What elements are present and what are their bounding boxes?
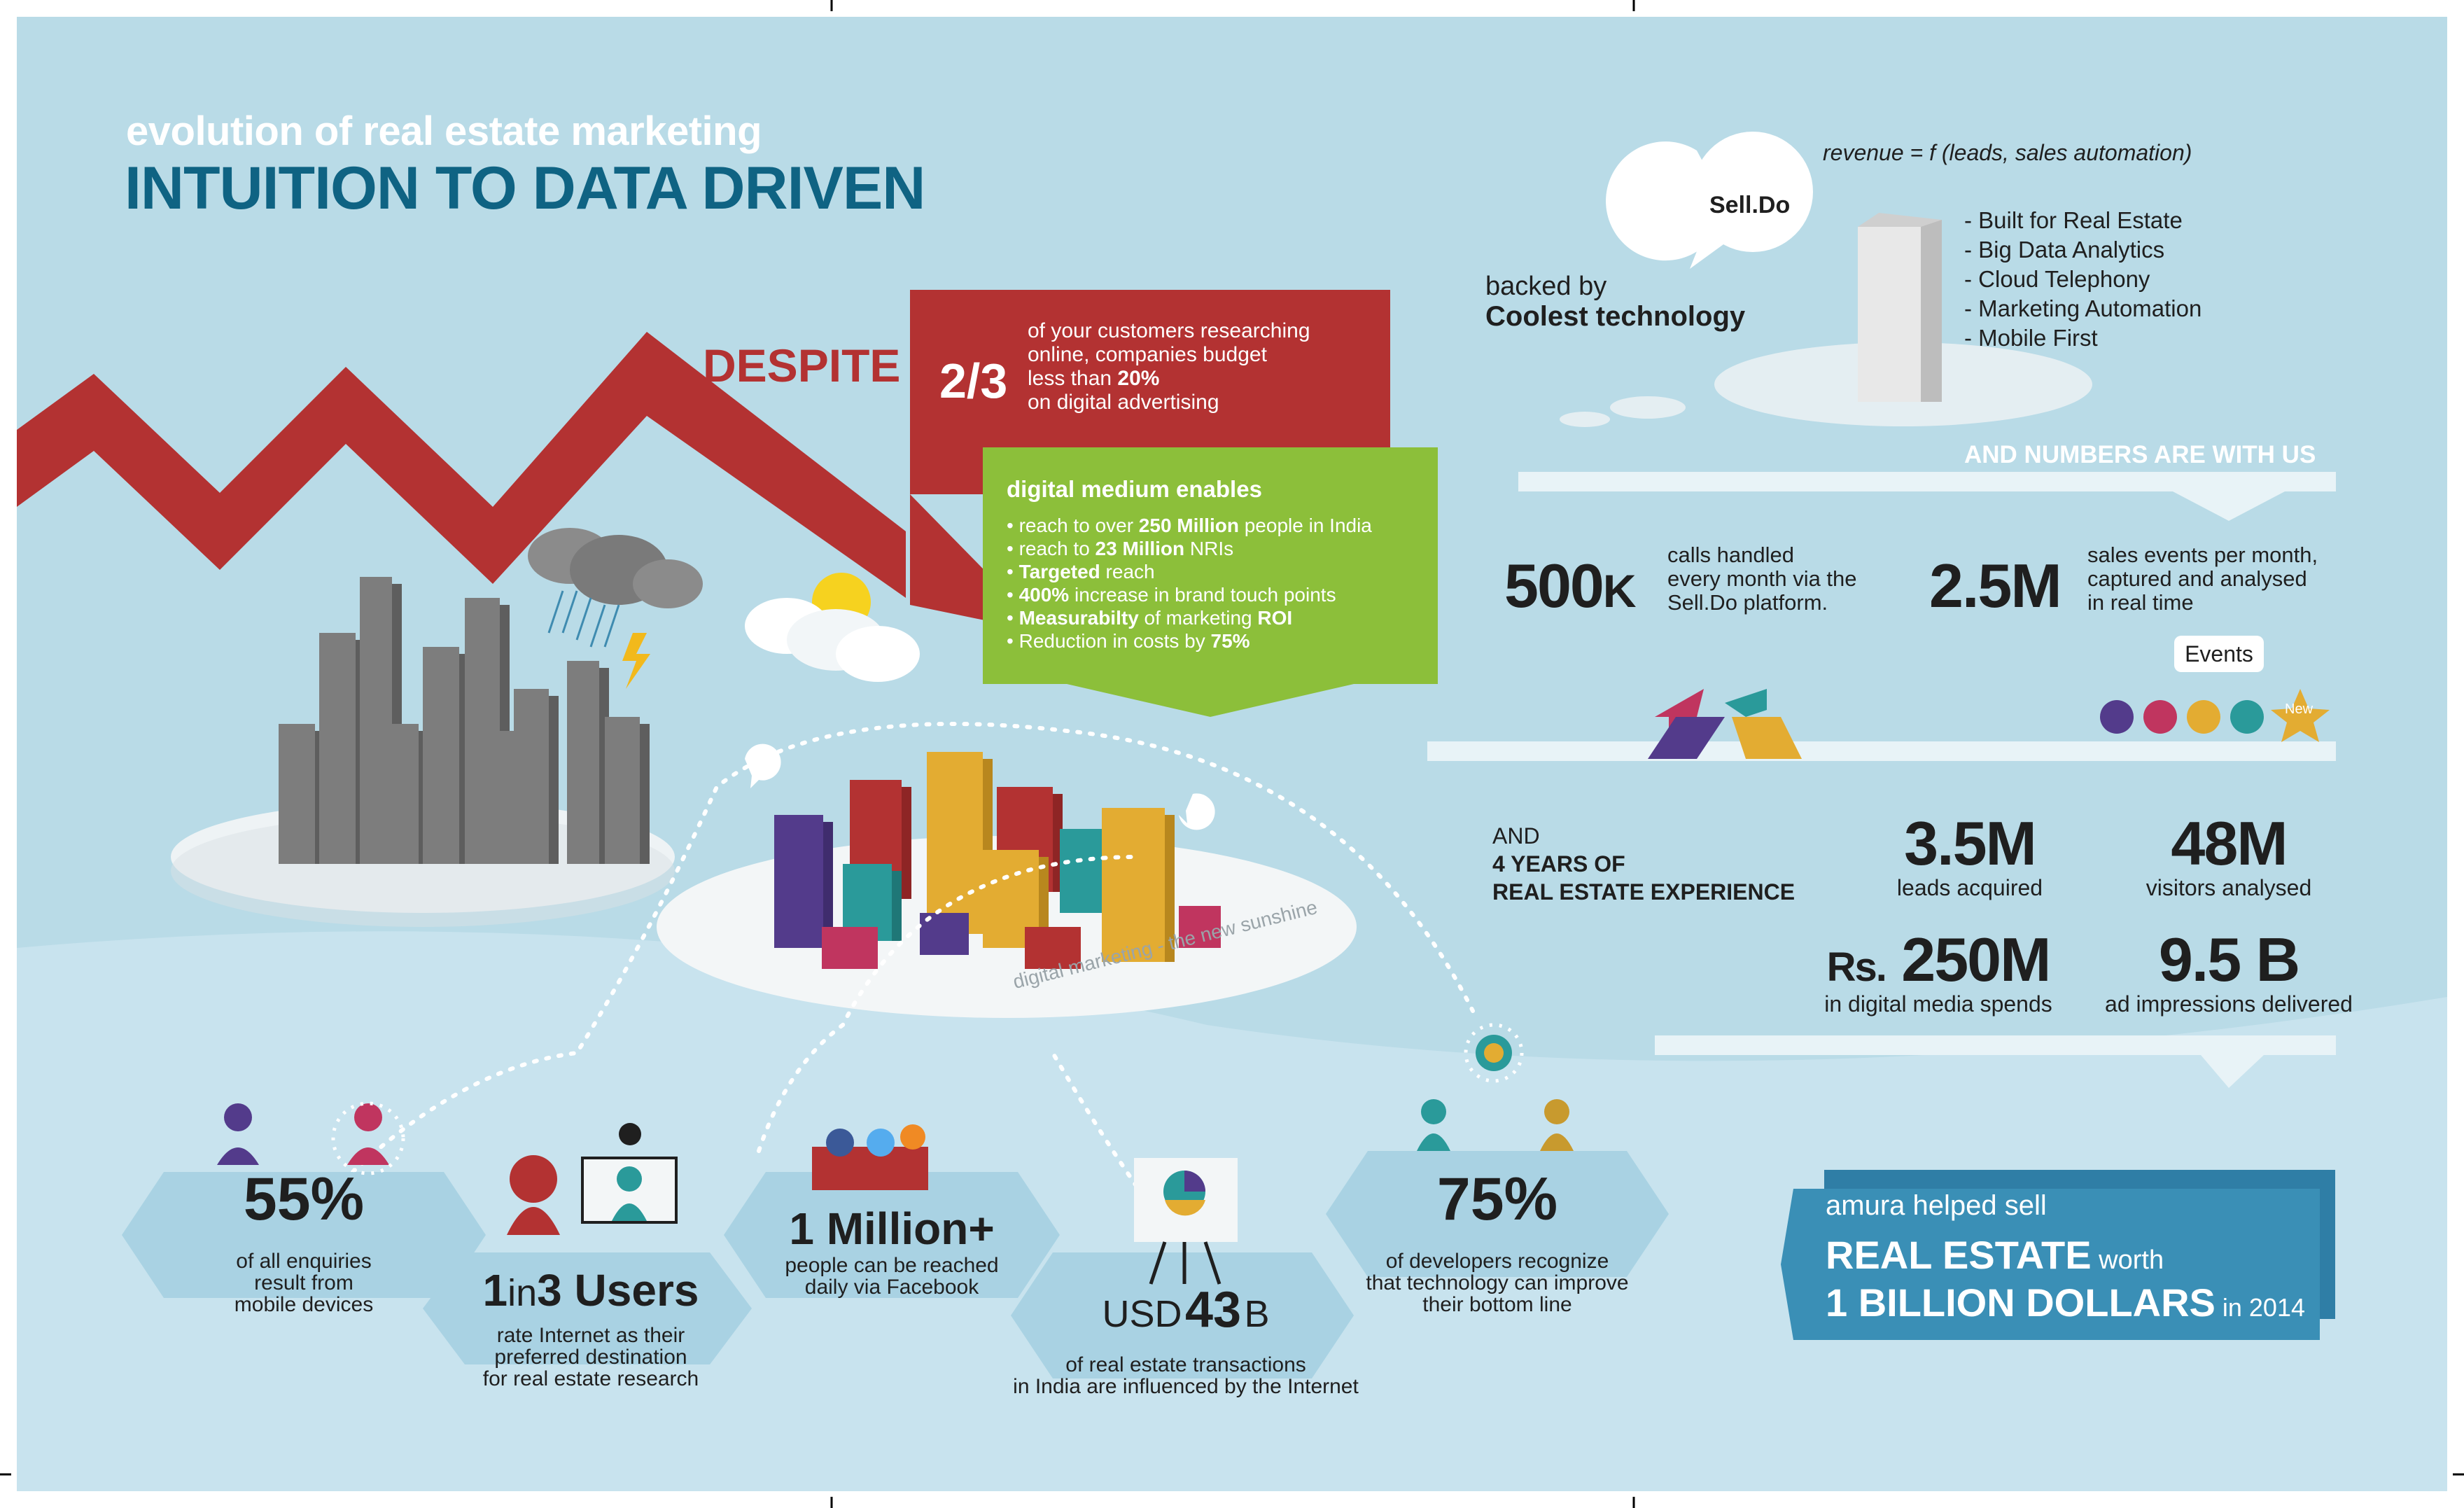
developers-stat: 75% [1436,1166,1558,1233]
events-stat: 2.5M [1929,551,2062,620]
selldo-bubble-label: Sell.Do [1709,192,1791,218]
users-stat: 1in3 Users [482,1265,699,1315]
list-item: Big Data Analytics [1964,235,2202,265]
spends-stat: Rs. 250M [1826,925,2052,994]
facebook-stat: 1 Million+ [789,1203,995,1254]
list-item: reach to over 250 Million people in Indi… [1007,514,1399,537]
impressions-stat: 9.5 B [2158,925,2300,994]
amura-line2: REAL ESTATE worth [1826,1233,2164,1277]
coolest-technology-label: Coolest technology [1485,301,1746,332]
storm-cloud [528,528,703,689]
grey-buildings [279,577,650,864]
digital-medium-title: digital medium enables [1007,476,1262,502]
page-subtitle: evolution of real estate marketing [126,109,762,154]
calls-text: calls handled every month via the Sell.Do … [1667,543,1857,615]
experience-text: AND 4 YEARS OF REAL ESTATE EXPERIENCE [1492,823,1795,905]
events-text: sales events per month, captured and anal… [2087,543,2318,615]
selldo-features: Built for Real Estate Big Data Analytics… [1964,206,2202,353]
facebook-label: people can be reached daily via Facebook [785,1254,999,1299]
users-label: rate Internet as their preferred destinat… [482,1324,699,1390]
list-item: Reduction in costs by 75% [1007,629,1399,652]
list-item: Mobile First [1964,323,2202,353]
amura-line3: 1 BILLION DOLLARS in 2014 [1826,1280,2305,1325]
digital-medium-list: reach to over 250 Million people in Indi… [1007,514,1399,652]
events-pill: Events [2174,636,2264,672]
bottom-hexagons [122,1151,1669,1378]
list-item: 400% increase in brand touch points [1007,583,1399,606]
dotted-journey-path [351,722,1475,1209]
spends-label: in digital media spends [1824,991,2052,1017]
new-star-label: New [2285,701,2314,717]
sun-cloud [745,573,920,682]
list-item: Cloud Telephony [1964,265,2202,294]
infographic-canvas: evolution of real estate marketing INTUI… [17,17,2447,1491]
amura-line1: amura helped sell [1826,1190,2047,1221]
leads-label: leads acquired [1896,875,2043,900]
list-item: Marketing Automation [1964,294,2202,323]
visitors-label: visitors analysed [2146,875,2312,900]
despite-text: of your customers researching online, co… [1028,319,1310,414]
numbers-heading: AND NUMBERS ARE WITH US [1964,441,2316,468]
crossing-arrows-icon [1648,689,1802,759]
despite-label: DESPITE [703,340,901,391]
list-item: reach to 23 Million NRIs [1007,537,1399,560]
impressions-label: ad impressions delivered [2105,991,2353,1017]
usd-stat: USD 43 B [1102,1282,1270,1338]
list-item: Measurabilty of marketing ROI [1007,606,1399,629]
developers-label: of developers recognize that technology c… [1366,1250,1629,1316]
backed-by-label: backed by [1485,272,1607,301]
mobile-stat: 55% [243,1166,365,1233]
leads-stat: 3.5M [1904,809,2037,878]
mobile-label: of all enquiries result from mobile device… [234,1250,374,1316]
usd-label: of real estate transactions in India are … [1013,1353,1359,1398]
selldo-graphic [1560,132,2092,427]
two-thirds-stat: 2/3 [939,354,1008,408]
list-item: Targeted reach [1007,560,1399,583]
people-icons [217,1023,1574,1285]
colorful-buildings [774,752,1221,969]
revenue-formula: revenue = f (leads, sales automation) [1823,140,2192,165]
background-illustration [17,132,2447,1491]
calls-stat: 500K [1504,551,1636,620]
list-item: Built for Real Estate [1964,206,2202,235]
event-dots [2100,689,2330,742]
page-title: INTUITION TO DATA DRIVEN [125,155,925,222]
declining-trend-arrow [17,332,906,598]
visitors-stat: 48M [2171,809,2288,878]
amura-banner [1781,1170,2335,1340]
